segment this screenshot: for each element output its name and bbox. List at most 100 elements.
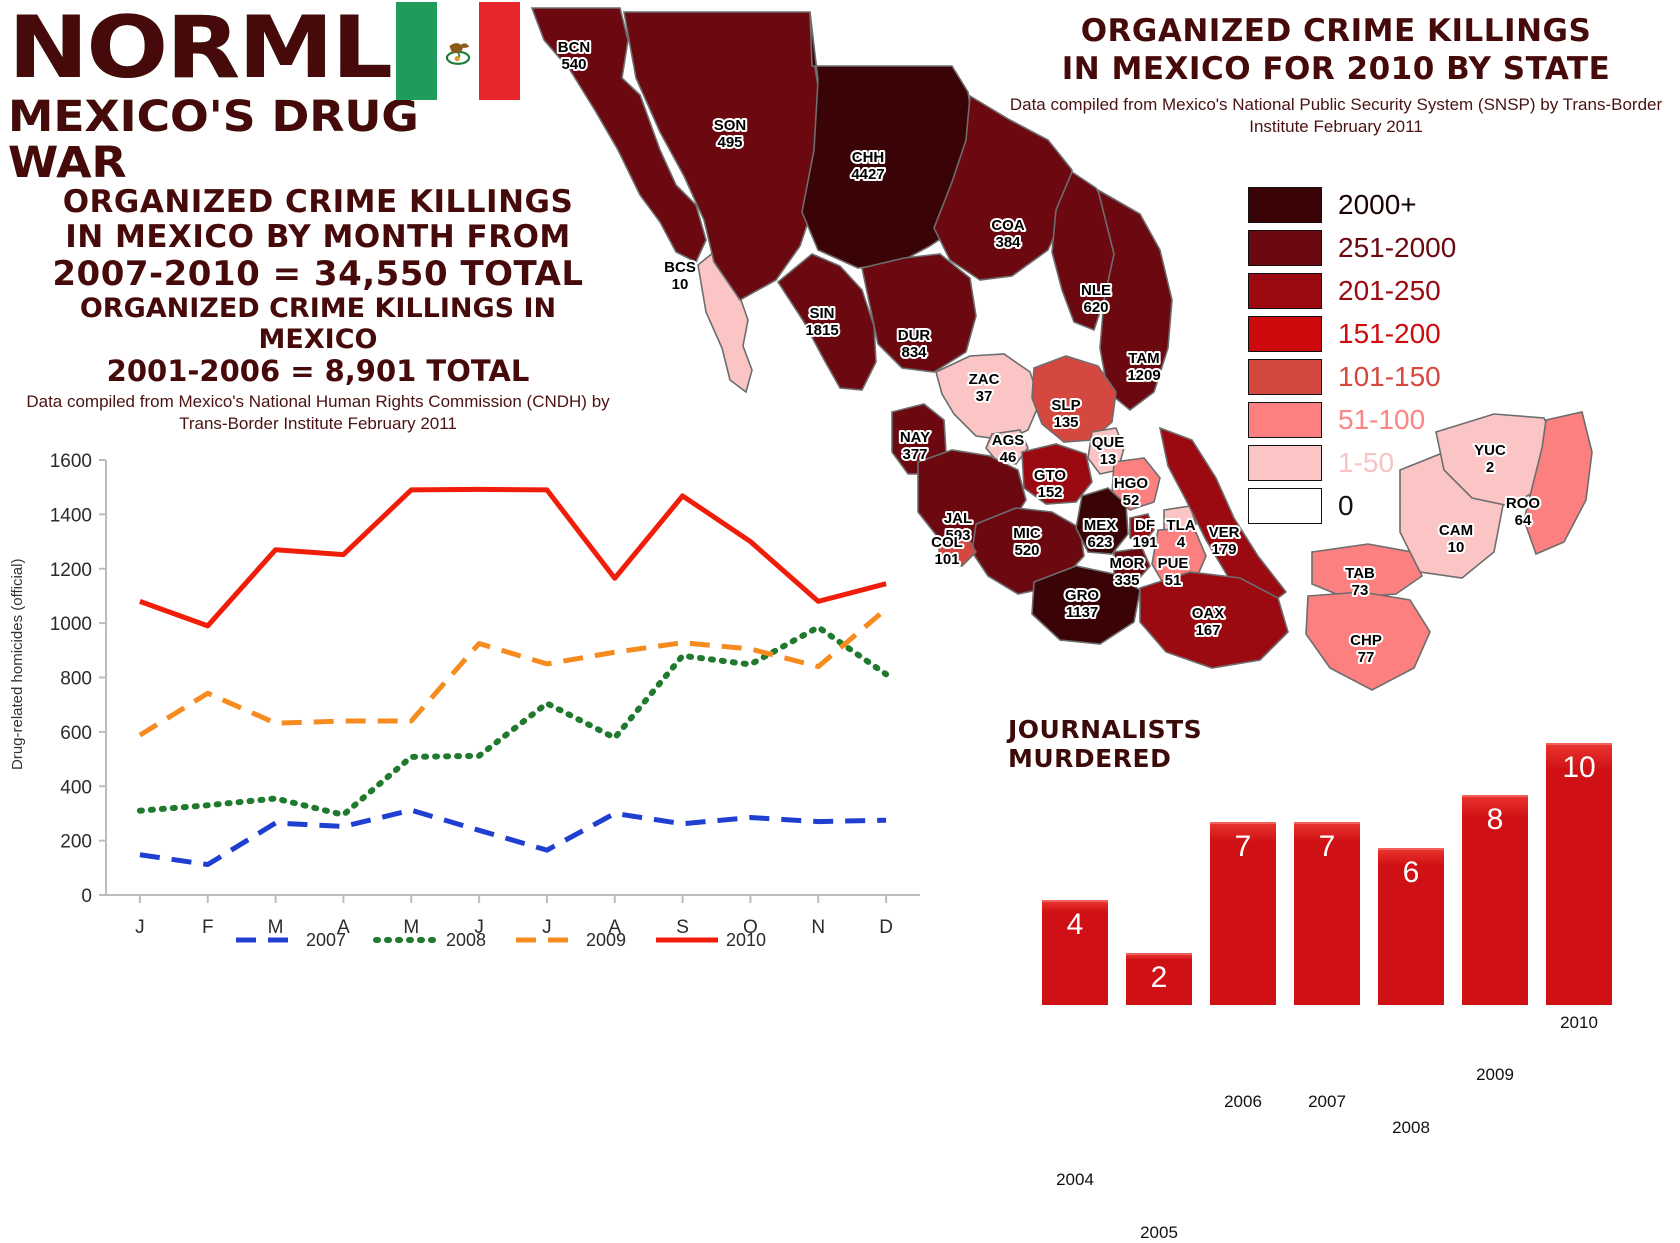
line-chart-y-axis-title: Drug-related homicides (official) <box>9 559 26 770</box>
svg-text:200: 200 <box>60 832 92 853</box>
journalists-bar[interactable]: 7 <box>1210 821 1276 1005</box>
journalists-bar-column[interactable]: 4 2004 <box>1042 900 1108 1189</box>
state-label-cam: CAM <box>1439 522 1473 539</box>
state-label-ags: AGS <box>992 432 1025 449</box>
svg-text:F: F <box>202 917 214 938</box>
journalists-bar[interactable]: 7 <box>1294 821 1360 1005</box>
state-shape-coa[interactable] <box>933 94 1073 281</box>
journalists-bar-column[interactable]: 6 2008 <box>1378 847 1444 1137</box>
journalists-bar-column[interactable]: 8 2009 <box>1462 795 1528 1084</box>
state-shape-dur[interactable] <box>861 253 977 373</box>
journalists-bar[interactable]: 8 <box>1462 795 1528 1005</box>
state-shape-chp[interactable] <box>1305 591 1431 691</box>
svg-text:1200: 1200 <box>50 560 92 581</box>
state-shape-oax[interactable] <box>1139 571 1289 669</box>
map-legend-swatch <box>1248 316 1322 352</box>
map-legend-swatch <box>1248 230 1322 266</box>
state-value-cam: 10 <box>1448 539 1465 556</box>
map-legend-row: 0 <box>1248 486 1578 526</box>
state-label-yuc: YUC <box>1474 442 1506 459</box>
state-shape-col[interactable] <box>937 533 977 567</box>
journalists-bar-year-label: 2005 <box>1140 1222 1178 1242</box>
state-shape-mor[interactable] <box>1113 547 1151 583</box>
journalists-bar[interactable]: 10 <box>1546 743 1612 1005</box>
svg-text:600: 600 <box>60 723 92 744</box>
map-title-line-1: ORGANIZED CRIME KILLINGS <box>1080 13 1592 49</box>
state-shape-bcn[interactable] <box>530 7 707 264</box>
state-value-chh: 4427 <box>851 166 884 183</box>
state-label-ver: VER <box>1209 524 1240 541</box>
journalists-bar-year-label: 2009 <box>1476 1065 1514 1085</box>
state-label-gro: GRO <box>1065 587 1100 604</box>
state-value-ver: 179 <box>1211 541 1236 558</box>
state-value-gto: 152 <box>1037 484 1062 501</box>
state-label-dur: DUR <box>898 327 931 344</box>
map-legend-label: 151-200 <box>1338 318 1441 349</box>
journalists-bar-column[interactable]: 7 2006 <box>1210 821 1276 1111</box>
state-shape-zac[interactable] <box>935 353 1041 441</box>
journalists-bar[interactable]: 2 <box>1126 952 1192 1005</box>
state-value-coa: 384 <box>995 234 1021 251</box>
map-legend-row: 251-2000 <box>1248 228 1578 268</box>
flag-band-white <box>437 2 479 100</box>
map-legend-row: 201-250 <box>1248 271 1578 311</box>
map-legend-label: 1-50 <box>1338 447 1395 478</box>
state-value-roo: 64 <box>1515 512 1532 529</box>
state-value-hgo: 52 <box>1123 492 1140 509</box>
journalists-bar-column[interactable]: 7 2007 <box>1294 821 1360 1111</box>
map-legend-label: 101-150 <box>1338 361 1441 392</box>
svg-text:N: N <box>811 917 825 938</box>
svg-text:0: 0 <box>81 886 92 907</box>
journalists-bar[interactable]: 4 <box>1042 900 1108 1005</box>
state-shape-tab[interactable] <box>1311 543 1423 599</box>
state-label-df: DF <box>1135 517 1155 534</box>
journalists-bars-container: 4 2004 2 2005 7 2006 7 2007 6 2008 8 2009 10 2010 <box>1000 740 1680 1242</box>
map-legend-label: 2000+ <box>1338 189 1417 220</box>
map-legend-row: 51-100 <box>1248 400 1578 440</box>
state-shape-gro[interactable] <box>1031 565 1141 645</box>
left-title-line-4: ORGANIZED CRIME KILLINGS IN MEXICO <box>79 293 557 355</box>
svg-text:1600: 1600 <box>50 451 92 472</box>
state-value-sin: 1815 <box>805 322 838 339</box>
svg-text:1400: 1400 <box>50 505 92 526</box>
map-source-note: Data compiled from Mexico's National Pub… <box>1009 95 1663 136</box>
journalists-bar[interactable]: 6 <box>1378 847 1444 1005</box>
svg-text:1000: 1000 <box>50 614 92 635</box>
state-shape-tam[interactable] <box>1096 188 1173 412</box>
state-shape-sin[interactable] <box>776 253 877 391</box>
state-value-tab: 73 <box>1352 582 1369 599</box>
left-title-line-5: 2001-2006 = 8,901 TOTAL <box>106 354 530 388</box>
state-value-dur: 834 <box>901 344 927 361</box>
norml-logo: NORML MEXICO'S DRUG WAR <box>8 4 518 186</box>
norml-tagline: MEXICO'S DRUG WAR <box>8 94 549 186</box>
state-label-mor: MOR <box>1110 555 1145 572</box>
state-shape-chh[interactable] <box>801 11 979 269</box>
state-value-pue: 51 <box>1165 572 1182 589</box>
state-shape-mex[interactable] <box>1075 487 1129 555</box>
flag-band-green <box>396 2 438 100</box>
state-label-sin: SIN <box>809 305 834 322</box>
svg-text:800: 800 <box>60 669 92 690</box>
state-label-tla: TLA <box>1166 517 1195 534</box>
journalists-bar-value: 6 <box>1402 855 1420 889</box>
svg-text:2007: 2007 <box>306 930 346 950</box>
map-legend-swatch <box>1248 488 1322 524</box>
journalists-bar-column[interactable]: 10 2010 <box>1546 743 1612 1032</box>
map-svg: BCN540BCS10SON495CHH4427COA384NLE620TAM1… <box>530 7 1593 691</box>
monthly-killings-line-chart: 0 200 400 600 800 1000 1200 1400 1600 J F M A M J J A S O N… <box>0 440 960 960</box>
state-shape-df[interactable] <box>1129 513 1155 543</box>
state-label-nay: NAY <box>900 429 930 446</box>
left-title-line-2: IN MEXICO BY MONTH FROM <box>65 219 571 255</box>
state-shape-gto[interactable] <box>1021 443 1093 505</box>
mexico-choropleth-map: BCN 540 BCS 10 SON 495 CHH 4427 COA 384 NLE 620 TAM 1… <box>500 0 1680 720</box>
svg-text:D: D <box>879 917 893 938</box>
state-value-col: 101 <box>934 551 959 568</box>
state-label-chp: CHP <box>1350 632 1382 649</box>
state-shape-ags[interactable] <box>985 429 1029 465</box>
svg-text:2010: 2010 <box>726 930 766 950</box>
svg-text:O: O <box>743 917 758 938</box>
map-legend-label: 0 <box>1338 490 1354 521</box>
state-shape-roo[interactable] <box>1523 411 1593 556</box>
state-label-gto: GTO <box>1034 467 1067 484</box>
journalists-bar-column[interactable]: 2 2005 <box>1126 952 1192 1242</box>
